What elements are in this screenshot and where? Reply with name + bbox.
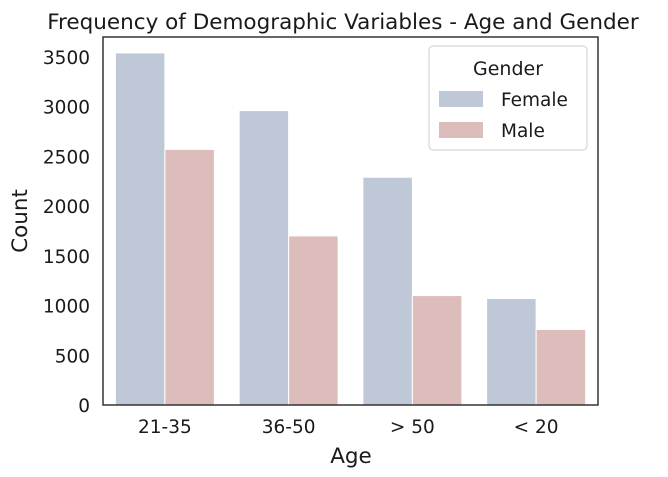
bar-female-0 [114,52,166,406]
x-axis-ticks: 21-35 36-50 > 50 < 20 [138,417,559,438]
legend: Gender Female Male [428,45,588,151]
y-axis-label: Count [8,189,33,253]
bar-female-1 [238,110,290,406]
legend-swatch-male [439,122,483,138]
legend-swatch-female [439,91,483,107]
y-tick-label: 1000 [43,297,90,318]
bar-female-2 [362,176,413,406]
y-tick-label: 2000 [43,197,90,218]
legend-label-male: Male [501,121,545,142]
y-tick-label: 1500 [43,247,90,268]
y-tick-label: 0 [78,396,90,417]
x-tick-label: 36-50 [262,417,316,438]
x-tick-label: < 20 [514,417,559,438]
bar-male-3 [535,328,587,406]
y-axis-ticks: 0 500 1000 1500 2000 2500 3000 3500 [43,48,90,417]
chart-title: Frequency of Demographic Variables - Age… [47,10,639,35]
bars-group [114,52,587,406]
y-tick-label: 3500 [43,48,90,69]
x-tick-label: > 50 [390,417,435,438]
legend-label-female: Female [501,90,568,111]
y-tick-label: 3000 [43,98,90,119]
x-axis-label: Age [330,444,372,469]
bar-male-2 [411,295,463,406]
legend-title: Gender [473,58,543,80]
y-tick-label: 2500 [43,147,90,168]
bar-male-0 [164,148,215,406]
plot-frame [102,36,599,406]
x-tick-label: 21-35 [138,417,192,438]
bar-female-3 [486,298,537,406]
bar-male-1 [288,235,339,406]
y-tick-label: 500 [55,346,90,367]
